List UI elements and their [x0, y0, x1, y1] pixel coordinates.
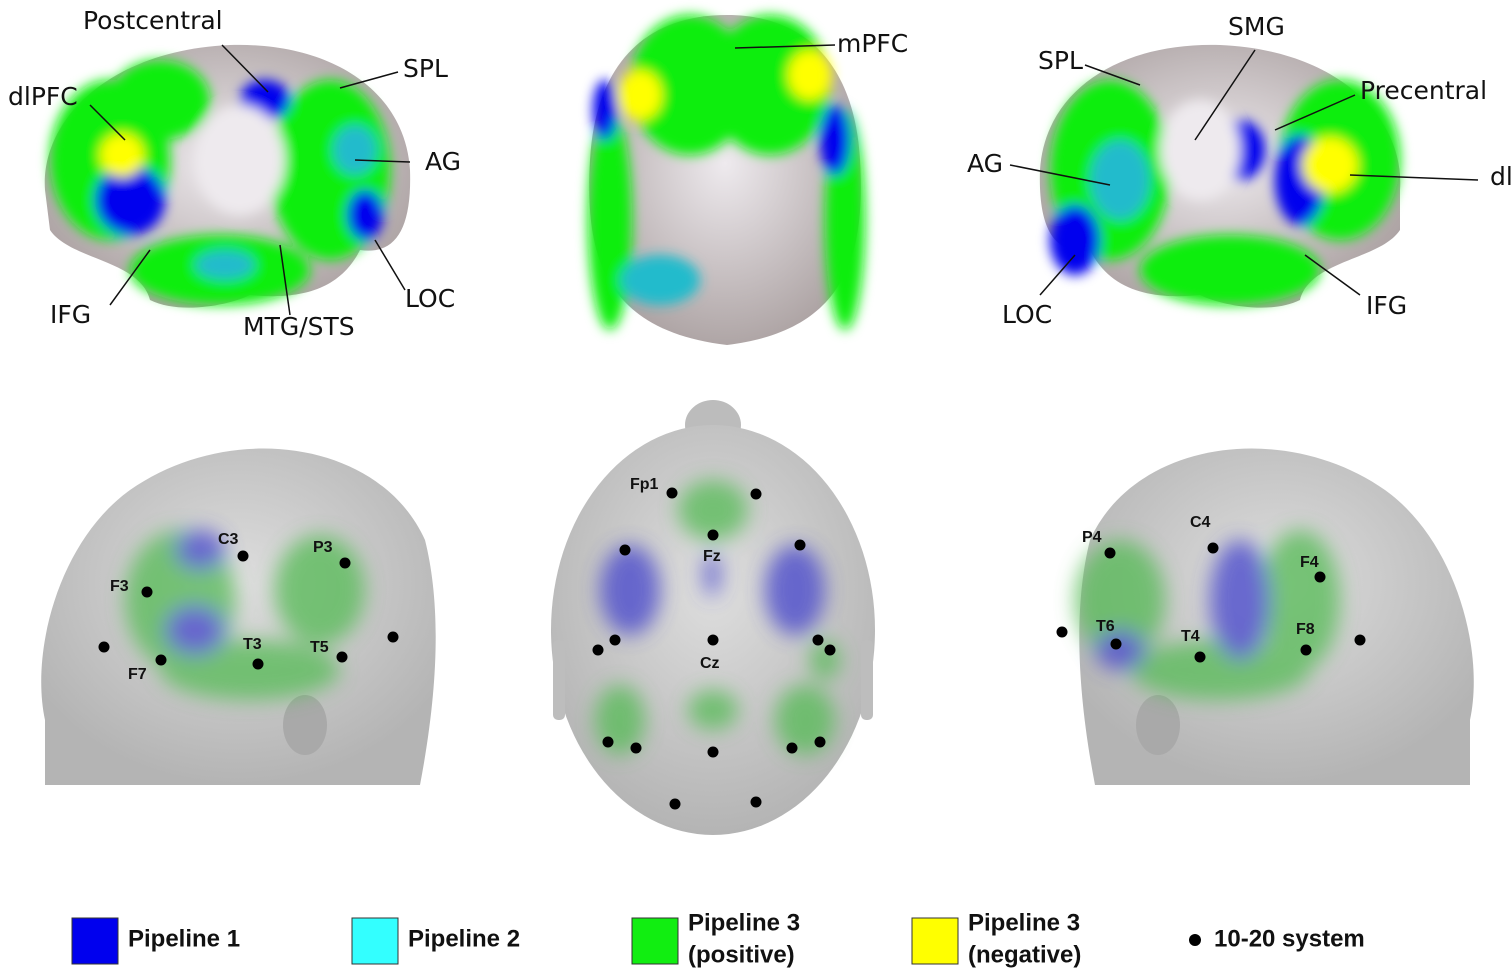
electrode	[1300, 644, 1312, 656]
region-label: MTG/STS	[243, 312, 355, 341]
region-label: SPL	[403, 54, 448, 83]
legend-label: 10-20 system	[1214, 925, 1365, 952]
electrode	[707, 746, 719, 758]
electrode-label: T4	[1181, 628, 1200, 645]
electrode	[630, 742, 642, 754]
electrode	[1110, 638, 1122, 650]
electrode-label: F4	[1300, 554, 1319, 571]
region-label: SMG	[1228, 12, 1285, 41]
head-top	[551, 400, 875, 835]
legend-label: Pipeline 3	[688, 909, 800, 936]
legend-swatch	[631, 917, 679, 965]
electrode	[98, 641, 110, 653]
legend-swatch	[351, 917, 399, 965]
electrode	[707, 529, 719, 541]
region-label: dlPFC	[1490, 162, 1512, 191]
head-left	[41, 448, 436, 785]
legend-dot	[1189, 934, 1201, 946]
electrode	[609, 634, 621, 646]
electrode	[619, 544, 631, 556]
electrode	[237, 550, 249, 562]
electrode-label: P3	[313, 539, 333, 556]
region-label: Postcentral	[83, 6, 223, 35]
legend-label: (positive)	[688, 941, 795, 968]
electrode	[336, 651, 348, 663]
electrode	[812, 634, 824, 646]
electrode-label: T5	[310, 639, 329, 656]
brain-right	[1039, 44, 1401, 308]
electrode	[707, 634, 719, 646]
region-label: SPL	[1038, 46, 1083, 75]
electrode	[141, 586, 153, 598]
electrode-label: C4	[1190, 514, 1211, 531]
electrode	[339, 557, 351, 569]
electrode-label: T6	[1096, 618, 1115, 635]
legend-label: Pipeline 1	[128, 925, 240, 952]
electrode	[786, 742, 798, 754]
electrode-label: F7	[128, 666, 147, 683]
electrode	[592, 644, 604, 656]
electrode	[794, 539, 806, 551]
electrode-label: C3	[218, 531, 239, 548]
leader-lines	[89, 44, 1479, 316]
electrode	[750, 796, 762, 808]
electrode-label: P4	[1082, 529, 1102, 546]
electrode	[750, 488, 762, 500]
electrode	[666, 487, 678, 499]
electrode-label: T3	[243, 636, 262, 653]
legend-label: Pipeline 2	[408, 925, 520, 952]
electrode	[814, 736, 826, 748]
region-label: mPFC	[837, 29, 908, 58]
electrode	[1104, 547, 1116, 559]
electrode	[602, 736, 614, 748]
electrode-label: Fp1	[630, 476, 659, 493]
electrode	[1314, 571, 1326, 583]
region-label: AG	[425, 147, 461, 176]
electrode-label: F8	[1296, 621, 1315, 638]
legend-label: (negative)	[968, 941, 1081, 968]
electrode	[824, 644, 836, 656]
brain-top	[588, 15, 865, 345]
legend-swatch	[911, 917, 959, 965]
electrode-label: Fz	[703, 548, 721, 565]
electrode	[1207, 542, 1219, 554]
electrode	[252, 658, 264, 670]
electrode	[387, 631, 399, 643]
electrode-dots	[98, 487, 1366, 810]
region-label: LOC	[405, 284, 455, 313]
electrode	[155, 654, 167, 666]
legend-swatch	[71, 917, 119, 965]
electrode	[669, 798, 681, 810]
electrode	[1194, 651, 1206, 663]
electrode	[1354, 634, 1366, 646]
region-label: AG	[967, 149, 1003, 178]
region-label: IFG	[50, 300, 91, 329]
region-label: IFG	[1366, 291, 1407, 320]
region-label: Precentral	[1360, 76, 1487, 105]
electrode-label: F3	[110, 578, 129, 595]
region-label: LOC	[1002, 300, 1052, 329]
legend-label: Pipeline 3	[968, 909, 1080, 936]
head-right	[1075, 448, 1474, 785]
electrode	[1056, 626, 1068, 638]
region-label: dlPFC	[8, 82, 78, 111]
brain-left	[44, 44, 411, 308]
electrode-label: Cz	[700, 655, 720, 672]
